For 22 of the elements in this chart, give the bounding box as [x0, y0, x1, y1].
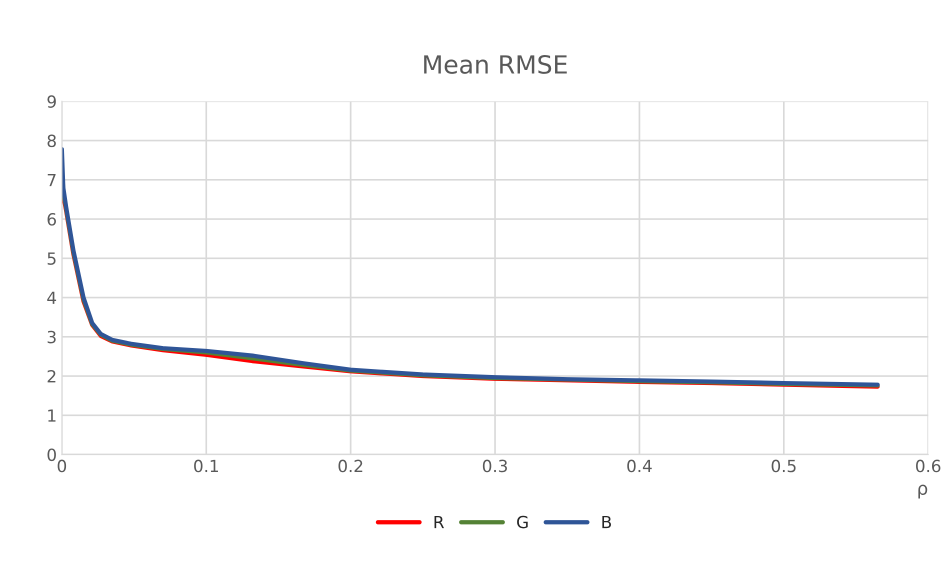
x-tick-label: 0.1	[194, 460, 218, 472]
y-tick-label: 8	[48, 134, 56, 148]
y-tick-label: 7	[48, 174, 56, 186]
x-tick-label: 0.2	[338, 460, 362, 472]
chart-title: Mean RMSE	[424, 54, 567, 74]
legend-label: G	[517, 516, 528, 528]
y-tick-label: 3	[48, 330, 56, 344]
y-tick-label: 0	[48, 448, 56, 462]
y-tick-label: 1	[48, 409, 56, 422]
y-tick-label: 4	[47, 292, 56, 304]
x-tick-label: 0.5	[772, 460, 796, 472]
y-tick-label: 2	[48, 370, 56, 382]
x-tick-label: 0.6	[916, 460, 940, 472]
y-tick-label: 9	[47, 95, 56, 108]
y-tick-label: 5	[48, 252, 56, 265]
legend-label: B	[602, 516, 611, 528]
legend-label: R	[434, 516, 444, 528]
x-axis-title: ρ	[918, 484, 928, 499]
y-tick-label: 6	[48, 213, 56, 226]
x-tick-label: 0	[58, 460, 66, 472]
x-tick-label: 0.3	[482, 460, 507, 472]
x-tick-label: 0.4	[627, 460, 652, 472]
